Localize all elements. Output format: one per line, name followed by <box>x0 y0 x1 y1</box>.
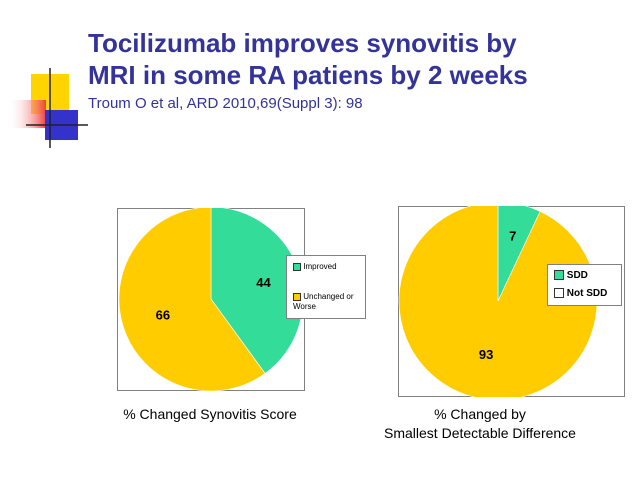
right-data-label-not-sdd: 93 <box>479 347 493 362</box>
left-data-label-improved: 44 <box>256 275 271 290</box>
slide-decoration <box>0 60 90 150</box>
deco-red-square <box>8 100 46 128</box>
left-legend-item-unchanged: Unchanged or Worse <box>293 292 365 312</box>
left-legend-swatch-improved <box>293 262 301 271</box>
right-legend-item-not-sdd: Not SDD <box>554 288 607 300</box>
right-legend-swatch-sdd <box>554 270 564 281</box>
left-legend-swatch-unchanged <box>293 292 301 301</box>
left-chart-caption: % Changed Synovitis Score <box>123 406 297 422</box>
right-legend-swatch-not-sdd <box>554 288 564 299</box>
right-legend-item-sdd: SDD <box>554 270 588 282</box>
slide-title: Tocilizumab improves synovitis by MRI in… <box>88 27 633 91</box>
left-slice-unchanged-or-worse <box>118 208 266 391</box>
right-legend: SDD Not SDD <box>547 264 622 306</box>
right-pie-chart: 7 93 <box>398 206 598 397</box>
left-pie-chart: 44 66 <box>118 208 304 391</box>
decorative-squares-icon <box>8 68 88 148</box>
left-data-label-unchanged-or-worse: 66 <box>156 308 170 323</box>
left-legend-label-improved: Improved <box>303 262 337 271</box>
right-caption-line-1: % Changed by <box>434 406 526 422</box>
left-legend: Improved Unchanged or Worse <box>286 255 366 319</box>
citation: Troum O et al, ARD 2010,69(Suppl 3): 98 <box>88 95 363 112</box>
right-legend-label-sdd: SDD <box>566 270 588 281</box>
left-legend-item-improved: Improved <box>293 262 337 272</box>
right-chart-caption: % Changed by Smallest Detectable Differe… <box>350 405 610 443</box>
title-line-2: MRI in some RA patiens by 2 weeks <box>88 60 528 90</box>
title-line-1: Tocilizumab improves synovitis by <box>88 28 517 58</box>
left-legend-label-unchanged: Unchanged or Worse <box>293 292 354 311</box>
right-caption-line-2: Smallest Detectable Difference <box>384 425 576 441</box>
right-legend-label-not-sdd: Not SDD <box>566 288 608 299</box>
right-data-label-sdd: 7 <box>509 228 516 243</box>
